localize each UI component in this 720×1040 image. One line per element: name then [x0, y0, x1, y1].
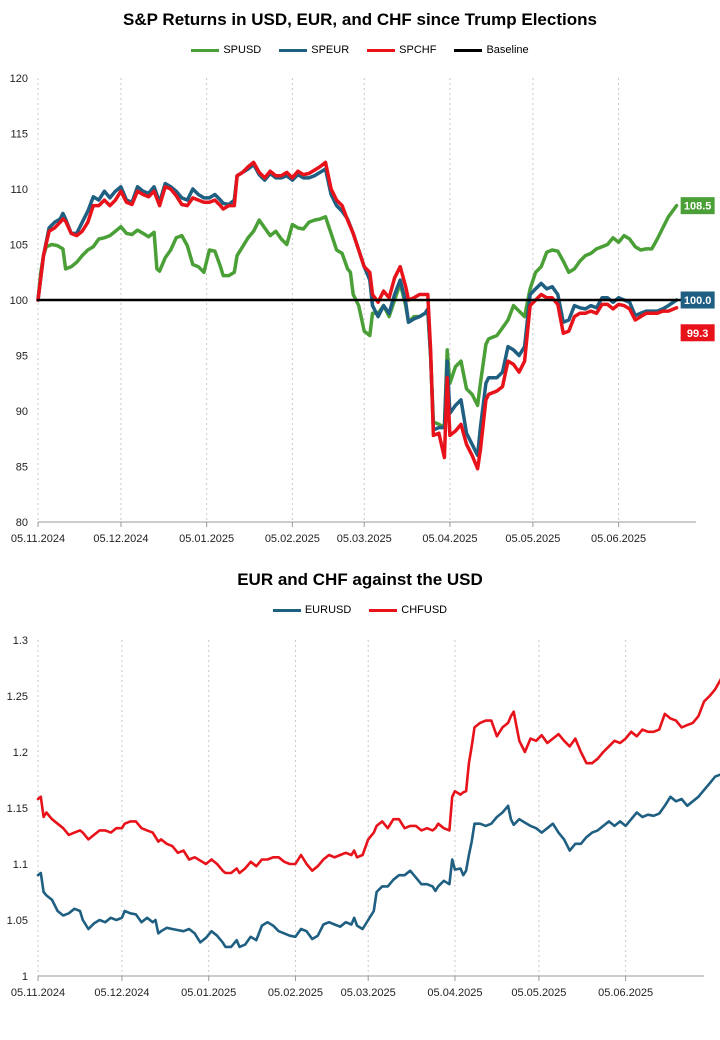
- y-tick-label: 85: [16, 462, 28, 474]
- y-tick-label: 1.3: [13, 635, 28, 647]
- chart-title: S&P Returns in USD, EUR, and CHF since T…: [123, 10, 597, 29]
- legend-swatch: [279, 48, 308, 52]
- y-tick-label: 100: [10, 295, 28, 307]
- x-tick-label: 05.04.2025: [427, 987, 482, 999]
- y-tick-label: 90: [16, 406, 28, 418]
- y-tick-label: 1.2: [13, 747, 28, 759]
- x-tick-label: 05.12.2024: [94, 987, 149, 999]
- legend-item-spchf: SPCHF: [367, 44, 436, 56]
- legend-item-baseline: Baseline: [454, 44, 529, 56]
- legend-swatch: [369, 608, 398, 612]
- legend-swatch: [367, 48, 396, 52]
- legend-item-eurusd: EURUSD: [272, 604, 352, 616]
- x-tick-label: 05.11.2024: [11, 987, 65, 999]
- y-tick-label: 1.1: [13, 859, 28, 871]
- x-tick-label: 05.04.2025: [422, 533, 477, 545]
- chart-sp-returns: S&P Returns in USD, EUR, and CHF since T…: [0, 10, 720, 545]
- y-tick-label: 120: [10, 73, 28, 85]
- series-line-speur: [36, 162, 679, 458]
- x-tick-label: 05.11.2024: [11, 533, 65, 545]
- y-tick-label: 1.25: [7, 691, 28, 703]
- x-tick-label: 05.06.2025: [591, 533, 646, 545]
- x-tick-label: 05.05.2025: [505, 533, 560, 545]
- series-line-spchf: [36, 160, 679, 471]
- y-tick-label: 110: [10, 184, 28, 196]
- x-tick-label: 05.12.2024: [93, 533, 148, 545]
- chart-legend: SPUSD SPEUR SPCHF Baseline: [0, 44, 720, 56]
- end-label-box: [680, 291, 715, 309]
- x-tick-label: 05.03.2025: [341, 987, 396, 999]
- chart-legend: EURUSD CHFUSD: [0, 604, 720, 616]
- legend-item-chfusd: CHFUSD: [369, 604, 447, 616]
- chart-title: EUR and CHF against the USD: [237, 570, 483, 589]
- series-line-eurusd: [36, 773, 720, 949]
- legend-swatch: [454, 48, 483, 52]
- end-label-box: [680, 324, 715, 342]
- legend-item-spusd: SPUSD: [191, 44, 261, 56]
- end-label: 108.5: [684, 201, 712, 213]
- legend-swatch: [272, 608, 301, 612]
- y-tick-label: 115: [10, 129, 28, 141]
- chart-plot-area: 05.11.2024 05.12.2024 05.01.2025 05.02.2025…: [7, 635, 720, 999]
- legend-swatch: [191, 48, 220, 52]
- chart-fx-rates: EUR and CHF against the USD EURUSD CHFUS…: [0, 560, 720, 1040]
- chart-plot-area: 05.11.2024 05.12.2024 05.01.2025 05.02.2025…: [10, 73, 715, 545]
- x-tick-label: 05.03.2025: [337, 533, 392, 545]
- x-tick-label: 05.02.2025: [265, 533, 320, 545]
- y-tick-label: 95: [16, 351, 28, 363]
- legend-label: SPEUR: [311, 44, 350, 56]
- x-tick-label: 05.06.2025: [598, 987, 653, 999]
- end-label: 100.0: [684, 295, 712, 307]
- series-line-chfusd: [36, 678, 720, 875]
- x-tick-label: 05.01.2025: [181, 987, 236, 999]
- series-line-spusd: [36, 203, 679, 430]
- end-label-box: [680, 197, 715, 215]
- y-tick-label: 105: [10, 240, 28, 252]
- y-tick-label: 80: [16, 517, 28, 529]
- x-tick-label: 05.01.2025: [179, 533, 234, 545]
- x-tick-label: 05.05.2025: [511, 987, 566, 999]
- legend-label: CHFUSD: [401, 604, 448, 616]
- legend-label: SPUSD: [223, 44, 262, 56]
- x-tick-label: 05.02.2025: [268, 987, 323, 999]
- y-tick-label: 1.05: [7, 915, 28, 927]
- y-tick-label: 1: [22, 971, 28, 983]
- legend-item-speur: SPEUR: [279, 44, 349, 56]
- end-label: 99.3: [687, 328, 708, 340]
- legend-label: SPCHF: [399, 44, 437, 56]
- legend-label: Baseline: [486, 44, 529, 56]
- legend-label: EURUSD: [304, 604, 352, 616]
- y-tick-label: 1.15: [7, 803, 28, 815]
